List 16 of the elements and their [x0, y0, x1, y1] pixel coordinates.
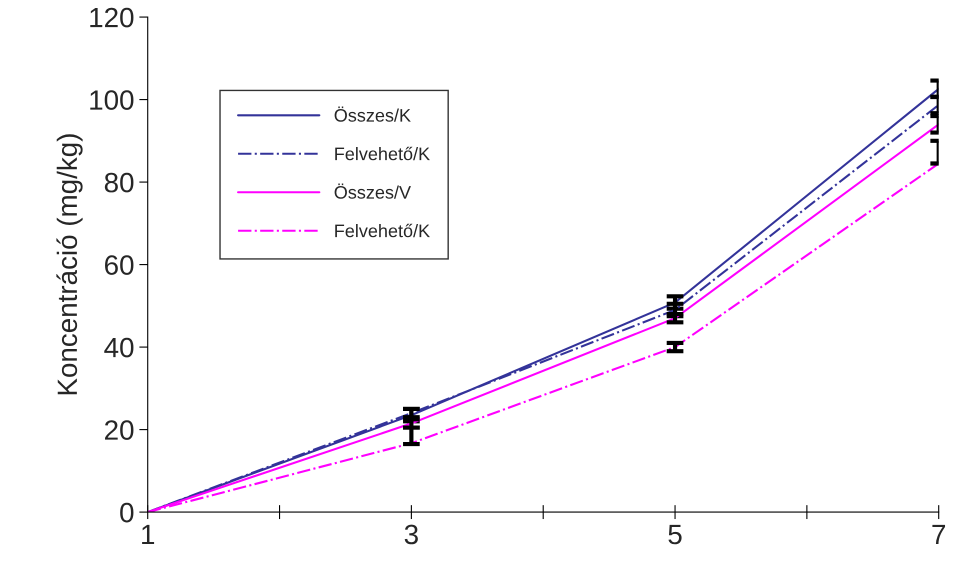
- x-tick-label: 7: [932, 524, 946, 544]
- y-tick-label: 120: [90, 8, 134, 28]
- x-tick-label: 3: [404, 524, 418, 544]
- legend-label: Felvehető/K: [335, 224, 430, 238]
- y-tick-label: 0: [120, 502, 134, 522]
- legend-label: Összes/K: [334, 106, 411, 122]
- legend-label: Összes/V: [334, 183, 411, 199]
- y-tick-label: 100: [90, 90, 134, 110]
- x-tick-label: 5: [668, 524, 682, 544]
- y-tick-label: 60: [105, 255, 134, 275]
- y-axis-title: Koncentráció (mg/kg): [56, 134, 83, 394]
- x-tick-label: 1: [142, 524, 154, 544]
- y-tick-label: 80: [104, 172, 134, 192]
- legend-label: Felvehető/K: [335, 146, 430, 160]
- y-tick-label: 40: [104, 338, 134, 358]
- y-tick-label: 20: [105, 420, 134, 440]
